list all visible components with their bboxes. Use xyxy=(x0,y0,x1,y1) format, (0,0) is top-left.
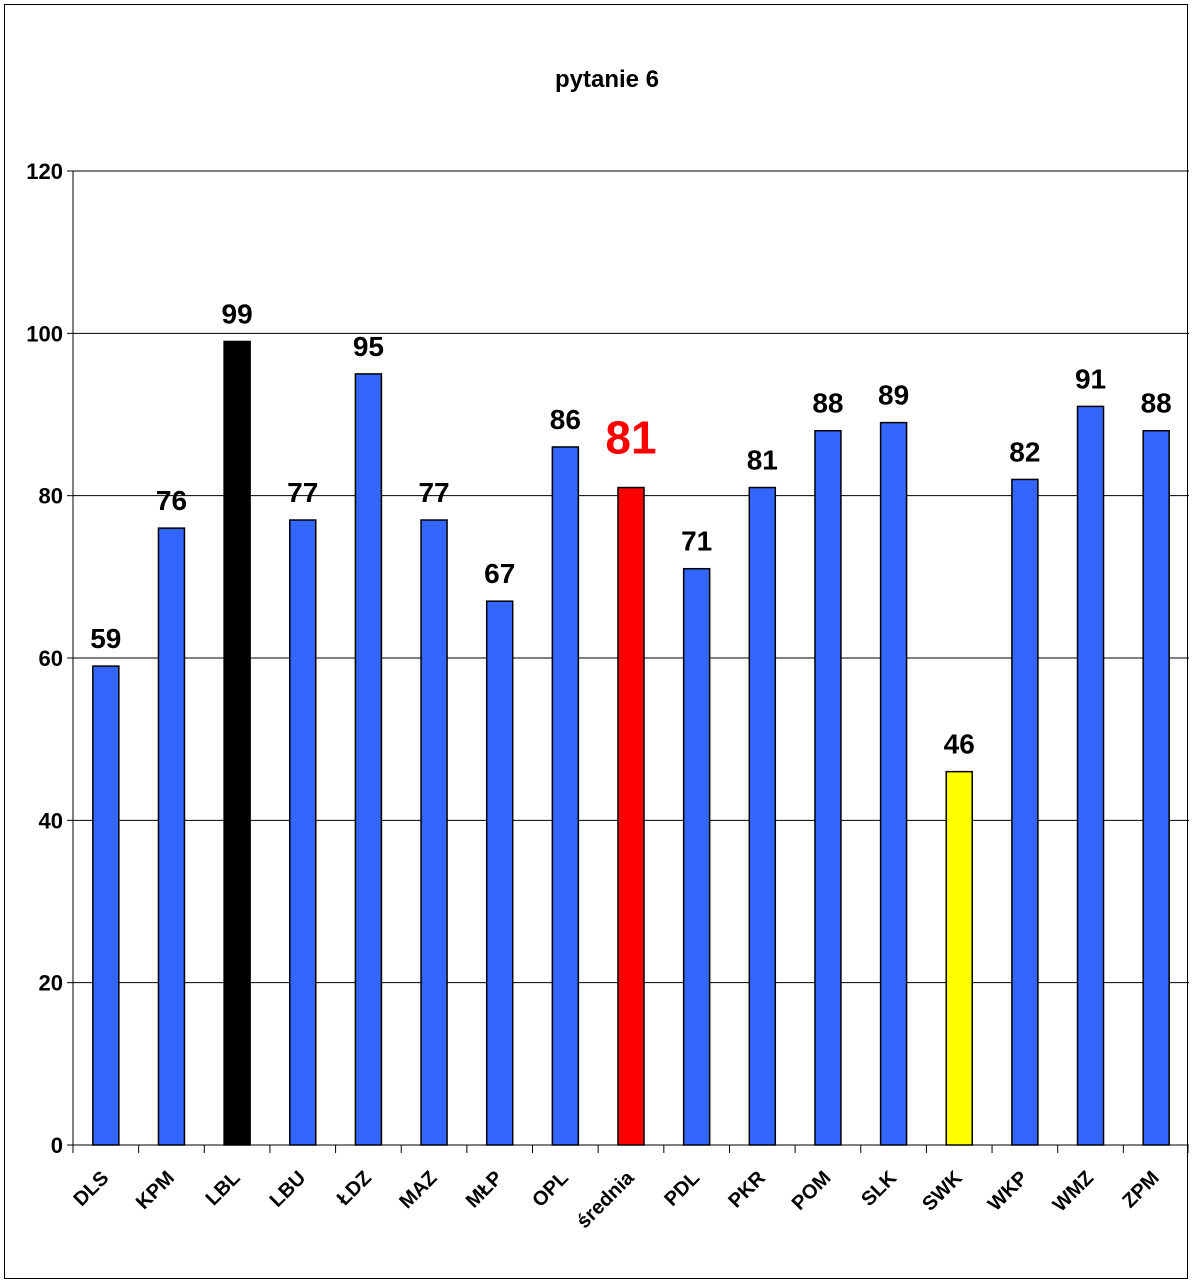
bar-KPM xyxy=(157,527,186,1146)
data-label: 67 xyxy=(484,558,515,589)
data-label: 81 xyxy=(747,445,778,476)
data-label: 86 xyxy=(550,404,581,435)
data-label: 99 xyxy=(222,298,253,329)
x-tick-label: SLK xyxy=(857,1167,901,1211)
x-tick-label: OPL xyxy=(528,1167,573,1212)
data-label: 46 xyxy=(944,729,975,760)
data-labels: 59 76 99 77 95 77 67 86 81 71 81 88 89 46 82 91 88 xyxy=(90,298,1172,759)
x-tick-label: MAZ xyxy=(395,1167,441,1213)
chart-title: pytanie 6 xyxy=(555,66,659,93)
bar-MAZ xyxy=(420,519,448,1146)
bar-OPL xyxy=(551,446,580,1146)
bars xyxy=(92,340,1170,1146)
x-tick-label: MŁP xyxy=(462,1167,507,1212)
y-tick-label: 60 xyxy=(39,646,63,671)
data-label: 82 xyxy=(1009,436,1040,467)
x-tick-label: SWK xyxy=(918,1167,967,1216)
bar-LBU xyxy=(289,519,317,1146)
x-tick-label: POM xyxy=(788,1167,836,1215)
bar-chart: pytanie 6 0 20 40 60 80 100 120 DLS KPM LBL LBU ŁDZ… xyxy=(26,66,1189,1233)
bar-PKR xyxy=(748,486,777,1146)
bar-ŁDZ xyxy=(354,373,383,1146)
data-label: 89 xyxy=(878,380,909,411)
data-label: 91 xyxy=(1075,363,1106,394)
x-tick-label: KPM xyxy=(132,1167,179,1214)
x-tick-label: WMZ xyxy=(1049,1167,1098,1216)
x-tick-label: ŁDZ xyxy=(333,1167,376,1210)
data-label: 95 xyxy=(353,331,384,362)
bar-ZPM xyxy=(1142,429,1170,1146)
data-label: 76 xyxy=(156,485,187,516)
bar-PDL xyxy=(682,567,711,1146)
y-tick-label: 100 xyxy=(26,321,63,346)
x-tick-label: PKR xyxy=(724,1167,770,1213)
data-label: 59 xyxy=(90,623,121,654)
x-tick-label: PDL xyxy=(660,1167,704,1211)
x-tick-label: LBL xyxy=(202,1167,245,1210)
y-tick-label: 0 xyxy=(51,1133,63,1158)
bar-SWK xyxy=(945,770,973,1146)
x-tick-label: WKP xyxy=(984,1167,1033,1216)
bar-DLS xyxy=(92,665,120,1146)
data-label: 77 xyxy=(418,477,449,508)
y-tick-label: 20 xyxy=(39,971,63,996)
chart-frame: pytanie 6 0 20 40 60 80 100 120 DLS KPM LBL LBU ŁDZ… xyxy=(4,4,1189,1279)
data-label: 77 xyxy=(287,477,318,508)
bar-WMZ xyxy=(1076,405,1105,1146)
data-label: 88 xyxy=(1141,388,1172,419)
y-tick-label: 120 xyxy=(26,159,63,184)
bar-WKP xyxy=(1011,478,1039,1146)
x-tick-label: DLS xyxy=(70,1167,114,1211)
x-tick-label: LBU xyxy=(266,1167,311,1212)
bar-średnia xyxy=(617,486,645,1146)
x-tick-label: ZPM xyxy=(1118,1167,1163,1212)
bar-LBL xyxy=(223,340,251,1146)
bar-MŁP xyxy=(485,600,514,1146)
data-label: 88 xyxy=(812,388,843,419)
x-tick-label: średnia xyxy=(573,1166,639,1232)
data-label: 81 xyxy=(605,412,656,464)
data-label: 71 xyxy=(681,526,712,557)
y-tick-label: 40 xyxy=(39,808,63,833)
bar-SLK xyxy=(879,421,908,1146)
bar-POM xyxy=(814,429,842,1146)
y-tick-label: 80 xyxy=(39,484,63,509)
